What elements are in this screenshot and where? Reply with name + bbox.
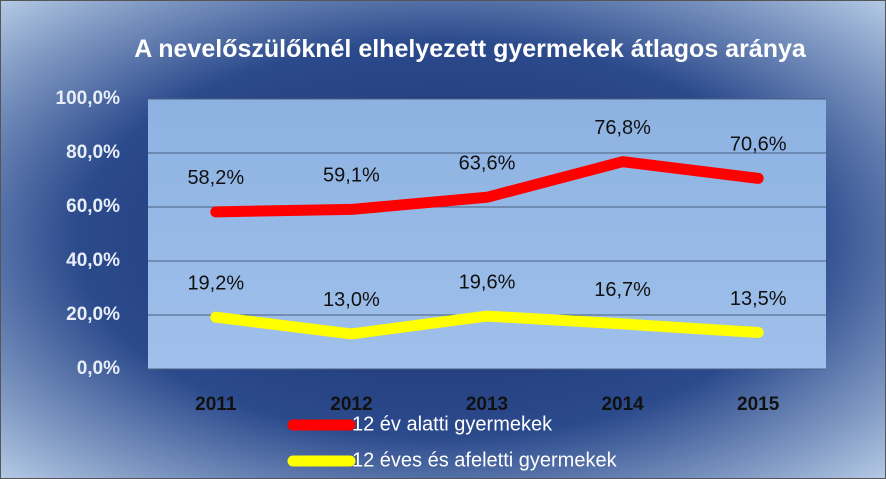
x-tick-label: 2011 <box>195 394 237 415</box>
series-line <box>210 310 764 340</box>
x-tick-label: 2014 <box>601 394 644 415</box>
data-label: 16,7% <box>594 279 651 301</box>
chart-title: A nevelőszülőknél elhelyezett gyermekek … <box>134 35 806 63</box>
data-label: 59,1% <box>323 165 380 187</box>
y-tick-label: 60,0% <box>66 196 120 217</box>
y-tick-label: 100,0% <box>56 88 121 109</box>
data-label: 13,0% <box>323 289 380 311</box>
y-tick-label: 80,0% <box>66 142 120 163</box>
x-tick-label: 2013 <box>466 394 508 415</box>
data-label: 63,6% <box>459 153 516 175</box>
y-tick-label: 0,0% <box>77 358 120 379</box>
data-label: 76,8% <box>594 117 651 139</box>
data-label: 19,6% <box>459 271 516 293</box>
data-label: 19,2% <box>187 272 244 294</box>
y-tick-label: 40,0% <box>66 250 120 271</box>
legend-label: 12 év alatti gyermekek <box>352 413 553 435</box>
y-tick-label: 20,0% <box>66 304 120 325</box>
data-label: 70,6% <box>730 134 787 156</box>
series-line <box>210 156 764 218</box>
legend-label: 12 éves és afeletti gyermekek <box>352 449 618 471</box>
x-tick-label: 2012 <box>330 394 372 415</box>
data-label: 58,2% <box>187 167 244 189</box>
data-label: 13,5% <box>730 288 787 310</box>
x-tick-label: 2015 <box>737 394 780 415</box>
